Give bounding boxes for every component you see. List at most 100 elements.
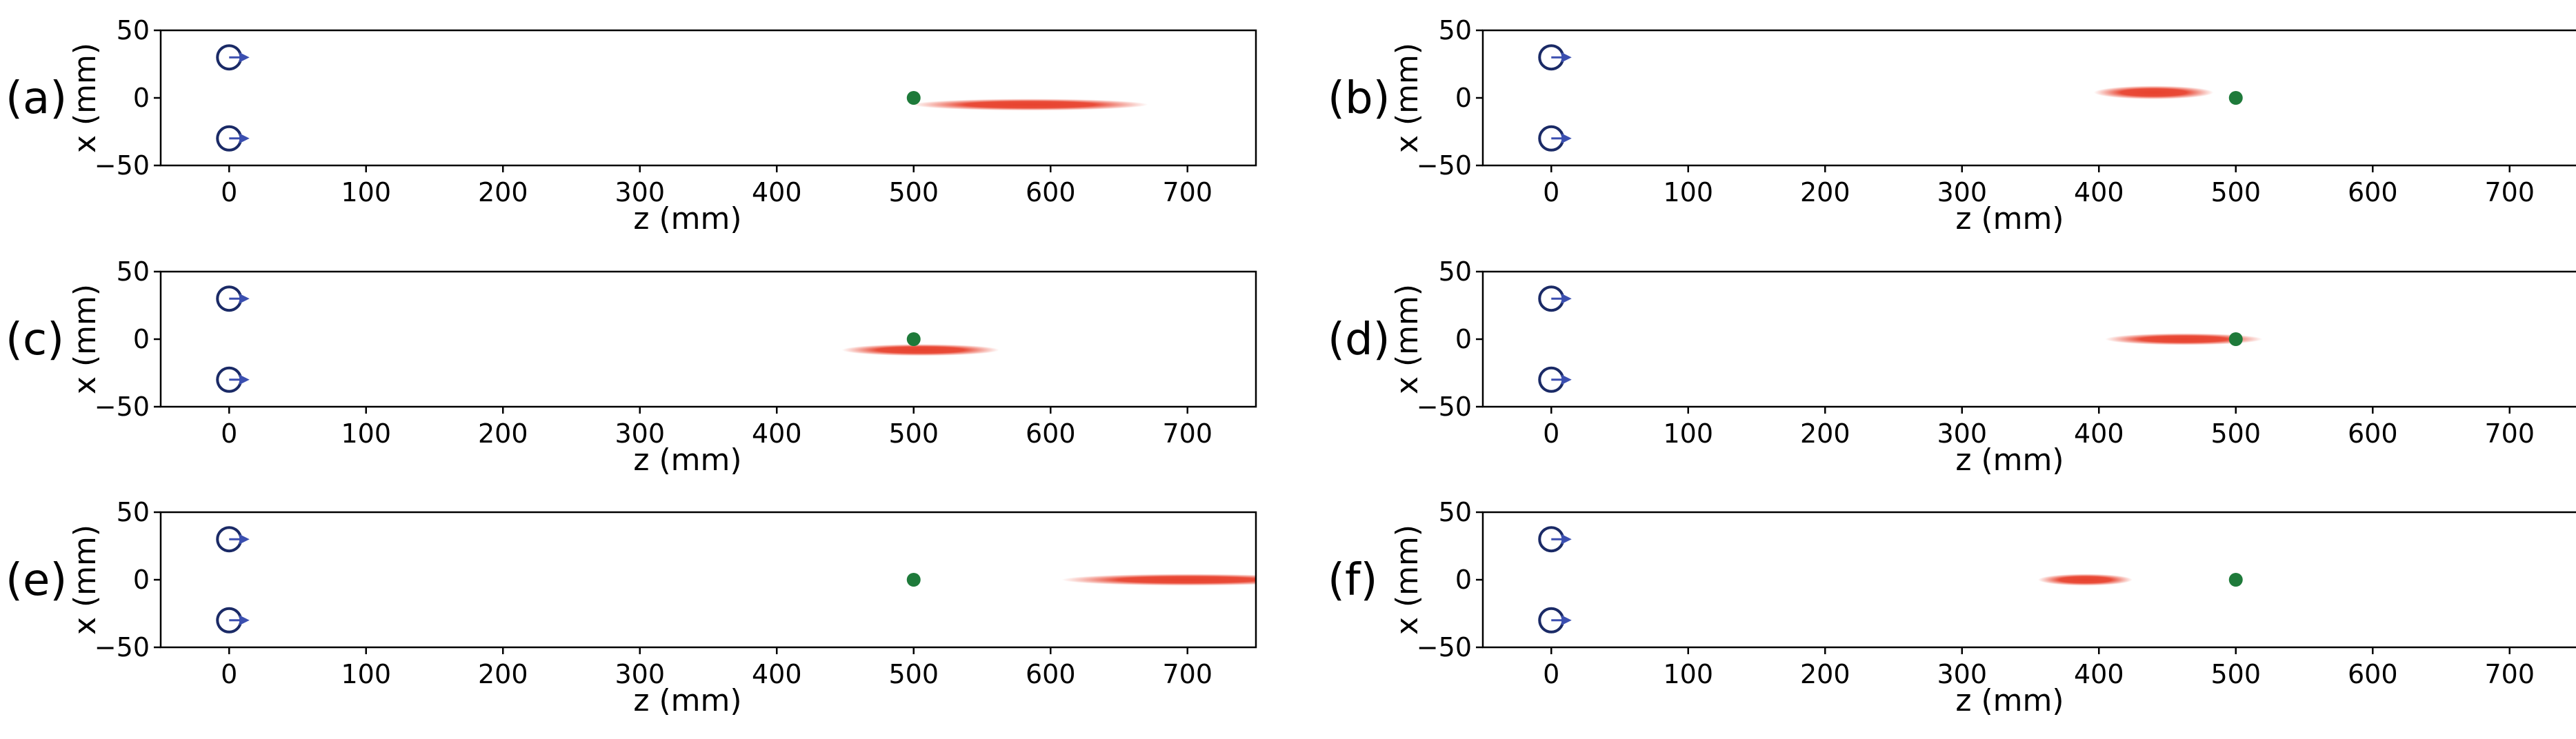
x-axis-title: z (mm): [633, 201, 741, 236]
x-tick-label: 700: [1162, 418, 1212, 449]
panel-f: 0 100 200 300 400 500 600 700 −50 0 50 z (mm) x (mm)…: [1328, 497, 2576, 718]
x-tick-label: 200: [1800, 418, 1850, 449]
y-tick-label: 0: [133, 565, 150, 595]
x-tick-label: 600: [2348, 418, 2398, 449]
panel-label: (f): [1328, 555, 1377, 606]
x-tick-label: 400: [752, 659, 802, 689]
x-tick-label: 0: [1543, 418, 1559, 449]
axes-frame: [159, 29, 1257, 167]
x-tick-label: 500: [888, 177, 939, 207]
x-tick-label: 0: [221, 659, 237, 689]
y-axis-title: x (mm): [1390, 43, 1425, 153]
y-tick-label: 50: [117, 15, 150, 45]
y-axis-title: x (mm): [68, 525, 103, 635]
panel-b: 0 100 200 300 400 500 600 700 −50 0 50 z (mm) x (mm)…: [1328, 15, 2576, 236]
target-point: [2228, 573, 2243, 587]
y-tick-label: −50: [1417, 150, 1472, 181]
panel-e: 0 100 200 300 400 500 600 700 −50 0 50 z (mm) x (mm)…: [6, 497, 1257, 718]
x-tick-label: 100: [1663, 177, 1713, 207]
focal-spot: [1061, 574, 1256, 586]
y-tick-label: 50: [117, 256, 150, 287]
y-tick-label: 0: [1455, 565, 1472, 595]
x-tick-label: 300: [1937, 177, 1987, 207]
x-tick-label: 300: [615, 418, 665, 449]
x-tick-label: 600: [2348, 177, 2398, 207]
x-tick-label: 200: [1800, 659, 1850, 689]
x-tick-label: 400: [752, 418, 802, 449]
y-tick-label: −50: [1417, 632, 1472, 662]
x-axis-title: z (mm): [633, 443, 741, 478]
y-tick-label: 50: [1439, 256, 1472, 287]
y-tick-label: 50: [1439, 15, 1472, 45]
target-point: [906, 573, 921, 587]
panel-c: 0 100 200 300 400 500 600 700 −50 0 50 z (mm) x (mm)…: [6, 256, 1257, 478]
x-tick-label: 200: [478, 659, 528, 689]
x-tick-label: 200: [1800, 177, 1850, 207]
focal-spot: [2093, 85, 2214, 99]
target-point: [2228, 91, 2243, 105]
panel-a: 0 100 200 300 400 500 600 700 −50 0 50 z (mm) x (mm)…: [6, 15, 1257, 236]
panel-d: 0 100 200 300 400 500 600 700 −50 0 50 z (mm) x (mm)…: [1328, 256, 2576, 478]
x-tick-label: 200: [478, 177, 528, 207]
plot-area: [1538, 526, 2243, 634]
focal-spot: [912, 99, 1148, 111]
panel-label: (e): [6, 555, 67, 606]
x-tick-label: 500: [2210, 418, 2261, 449]
x-tick-label: 100: [341, 177, 391, 207]
x-axis-title: z (mm): [1955, 201, 2064, 236]
panel-label: (b): [1328, 73, 1390, 124]
y-tick-label: 0: [133, 83, 150, 113]
panel-label: (d): [1328, 314, 1390, 365]
x-tick-label: 500: [888, 659, 939, 689]
y-axis-title: x (mm): [1390, 525, 1425, 635]
y-tick-label: 50: [1439, 497, 1472, 527]
x-axis-title: z (mm): [1955, 683, 2064, 718]
y-tick-label: −50: [94, 150, 150, 181]
axes-frame: [159, 270, 1257, 408]
x-tick-label: 0: [221, 177, 237, 207]
x-tick-label: 400: [2074, 659, 2124, 689]
y-axis-title: x (mm): [1390, 284, 1425, 394]
focal-spot: [2105, 333, 2263, 345]
x-tick-label: 100: [1663, 659, 1713, 689]
x-tick-label: 700: [1162, 177, 1212, 207]
x-tick-label: 700: [2484, 659, 2535, 689]
y-tick-label: 0: [1455, 324, 1472, 354]
axes-frame: [1481, 270, 2576, 408]
x-tick-label: 100: [341, 418, 391, 449]
focal-spot: [2037, 574, 2133, 586]
x-tick-label: 400: [752, 177, 802, 207]
y-tick-label: −50: [1417, 392, 1472, 422]
y-tick-label: 50: [117, 497, 150, 527]
plot-area: [1538, 44, 2243, 152]
x-tick-label: 0: [1543, 177, 1559, 207]
x-tick-label: 500: [2210, 659, 2261, 689]
x-tick-label: 600: [1026, 418, 1076, 449]
x-tick-label: 600: [1026, 177, 1076, 207]
x-tick-label: 500: [2210, 177, 2261, 207]
x-tick-label: 400: [2074, 418, 2124, 449]
x-tick-label: 700: [2484, 177, 2535, 207]
y-tick-label: −50: [94, 632, 150, 662]
x-tick-label: 600: [2348, 659, 2398, 689]
x-tick-label: 300: [615, 659, 665, 689]
panel-label: (c): [6, 314, 64, 365]
target-point: [2228, 332, 2243, 346]
x-tick-label: 300: [615, 177, 665, 207]
plot-area: [216, 526, 1256, 634]
y-axis-title: x (mm): [68, 284, 103, 394]
panel-label: (a): [6, 73, 67, 124]
axes-frame: [1481, 511, 2576, 649]
x-tick-label: 400: [2074, 177, 2124, 207]
x-tick-label: 500: [888, 418, 939, 449]
x-tick-label: 100: [341, 659, 391, 689]
y-tick-label: 0: [1455, 83, 1472, 113]
x-tick-label: 700: [2484, 418, 2535, 449]
x-tick-label: 300: [1937, 659, 1987, 689]
plot-area: [216, 44, 1148, 152]
plot-area: [216, 285, 999, 393]
x-tick-label: 600: [1026, 659, 1076, 689]
x-tick-label: 300: [1937, 418, 1987, 449]
x-tick-label: 0: [221, 418, 237, 449]
